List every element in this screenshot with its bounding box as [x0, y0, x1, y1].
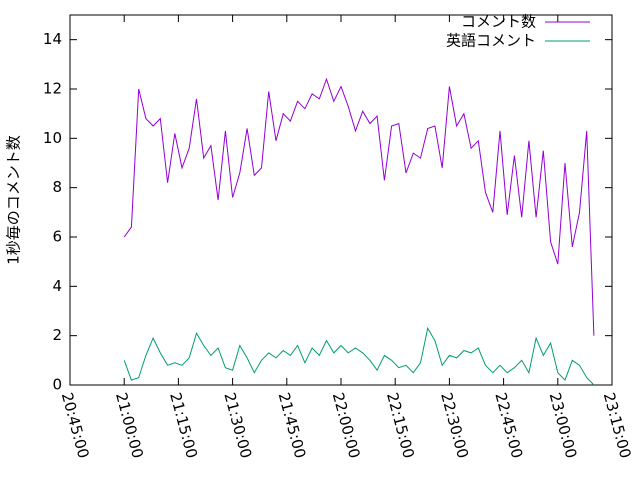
x-tick-label: 22:15:00 — [383, 391, 418, 461]
y-tick-label: 8 — [52, 178, 62, 196]
y-axis-label: 1秒毎のコメント数 — [5, 135, 23, 265]
y-tick-label: 2 — [52, 326, 62, 344]
y-tick-label: 10 — [43, 129, 62, 147]
x-tick-label: 22:30:00 — [437, 391, 472, 461]
x-tick-label: 21:15:00 — [166, 391, 201, 461]
data-line — [123, 77, 595, 336]
legend-label: 英語コメント — [446, 32, 536, 50]
x-tick-label: 20:45:00 — [58, 391, 93, 461]
legend-label: コメント数 — [461, 13, 536, 31]
y-tick-label: 0 — [52, 376, 62, 394]
y-tick-label: 6 — [52, 228, 62, 246]
x-tick-label: 21:30:00 — [220, 391, 255, 461]
x-tick-label: 22:00:00 — [329, 391, 364, 461]
x-tick-label: 23:15:00 — [600, 391, 635, 461]
y-tick-label: 14 — [43, 30, 62, 48]
x-tick-label: 21:45:00 — [275, 391, 310, 461]
x-tick-label: 22:45:00 — [491, 391, 526, 461]
data-line — [123, 326, 595, 386]
x-tick-label: 23:00:00 — [546, 391, 581, 461]
plot-border — [69, 14, 613, 386]
x-tick-label: 21:00:00 — [112, 391, 147, 461]
y-tick-label: 4 — [52, 277, 62, 295]
y-tick-label: 12 — [43, 80, 62, 98]
